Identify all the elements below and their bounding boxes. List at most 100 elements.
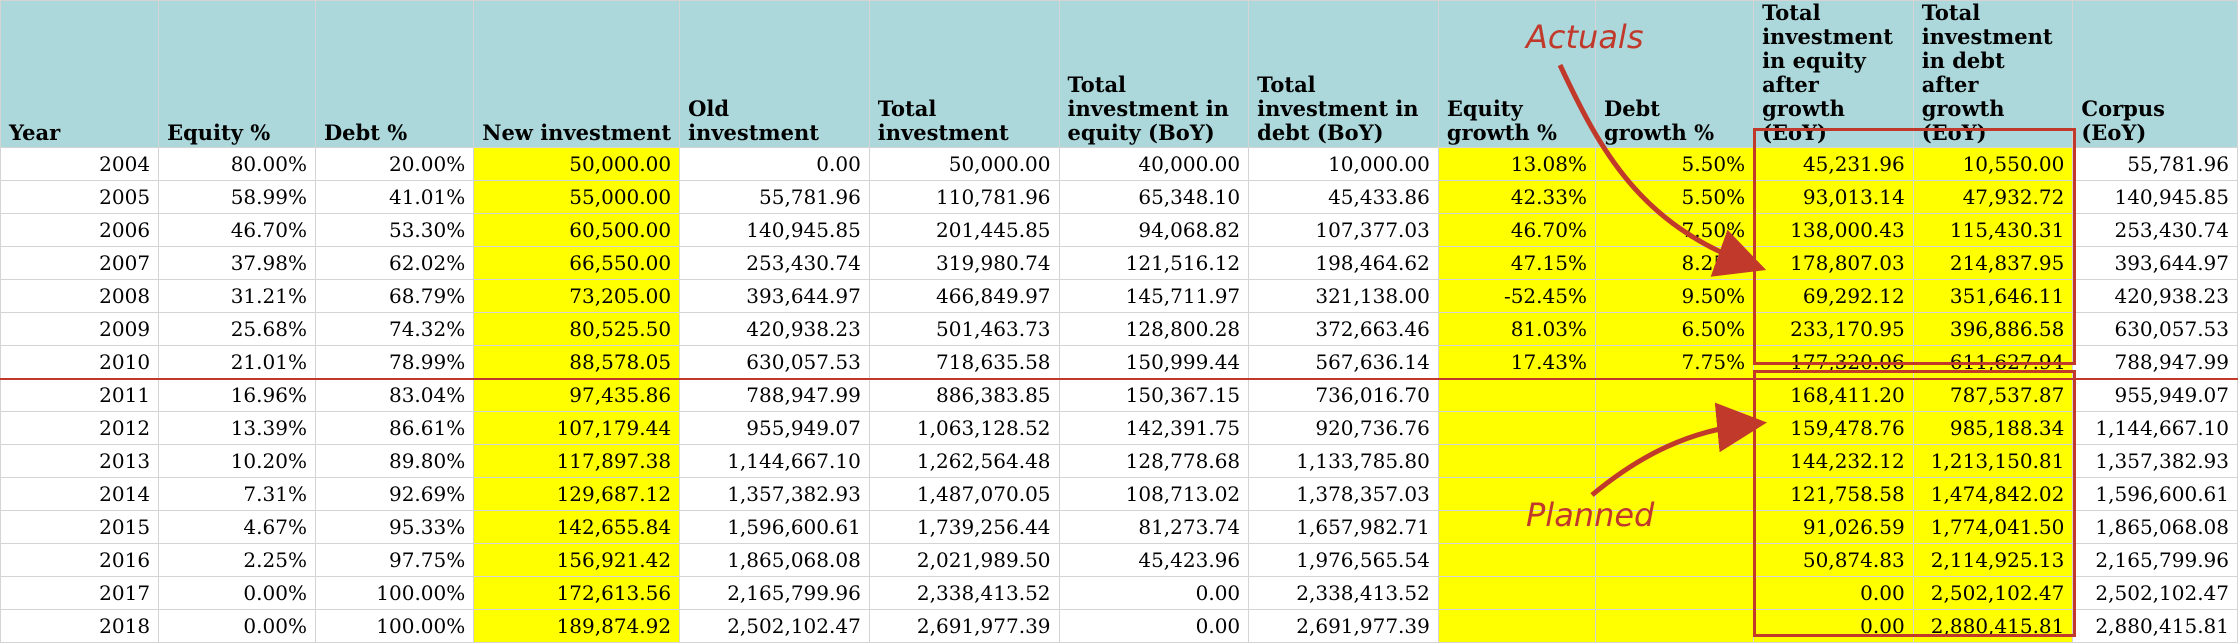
table-cell[interactable]: 68.79%	[314, 279, 475, 313]
table-cell[interactable]: 2011	[0, 378, 160, 412]
table-cell[interactable]: 2007	[0, 246, 160, 280]
table-cell[interactable]: 172,613.56	[473, 576, 681, 610]
table-cell[interactable]: 16.96%	[158, 378, 316, 412]
table-cell[interactable]: 100.00%	[314, 609, 475, 643]
table-cell[interactable]	[1437, 378, 1596, 412]
table-cell[interactable]: 1,357,382.93	[679, 477, 870, 511]
table-cell[interactable]: 1,976,565.54	[1248, 543, 1439, 577]
table-cell[interactable]: 985,188.34	[1912, 411, 2074, 445]
table-cell[interactable]: 1,596,600.61	[2072, 477, 2238, 511]
table-cell[interactable]	[1594, 510, 1755, 544]
table-cell[interactable]: 93,013.14	[1753, 180, 1914, 214]
table-cell[interactable]: -52.45%	[1437, 279, 1596, 313]
table-cell[interactable]: 886,383.85	[868, 378, 1060, 412]
column-header[interactable]: Total investment in debt (BoY)	[1248, 0, 1439, 148]
table-cell[interactable]: 142,391.75	[1058, 411, 1250, 445]
table-cell[interactable]: 46.70%	[1437, 213, 1596, 247]
table-cell[interactable]: 466,849.97	[868, 279, 1060, 313]
table-cell[interactable]: 2,691,977.39	[868, 609, 1060, 643]
table-cell[interactable]: 159,478.76	[1753, 411, 1914, 445]
table-cell[interactable]: 86.61%	[314, 411, 475, 445]
table-cell[interactable]: 65,348.10	[1058, 180, 1250, 214]
table-cell[interactable]: 108,713.02	[1058, 477, 1250, 511]
table-cell[interactable]: 396,886.58	[1912, 312, 2074, 346]
table-cell[interactable]: 1,657,982.71	[1248, 510, 1439, 544]
table-cell[interactable]: 107,377.03	[1248, 213, 1439, 247]
table-cell[interactable]: 2.25%	[158, 543, 316, 577]
table-cell[interactable]: 74.32%	[314, 312, 475, 346]
table-cell[interactable]: 20.00%	[314, 147, 475, 181]
table-cell[interactable]: 100.00%	[314, 576, 475, 610]
table-cell[interactable]: 6.50%	[1594, 312, 1755, 346]
table-cell[interactable]: 0.00	[679, 147, 870, 181]
table-cell[interactable]: 920,736.76	[1248, 411, 1439, 445]
table-cell[interactable]: 0.00	[1058, 576, 1250, 610]
table-cell[interactable]: 1,774,041.50	[1912, 510, 2074, 544]
table-cell[interactable]: 319,980.74	[868, 246, 1060, 280]
table-cell[interactable]: 2017	[0, 576, 160, 610]
column-header[interactable]: Total investment	[868, 0, 1060, 148]
column-header[interactable]: Corpus (EoY)	[2072, 0, 2238, 148]
table-cell[interactable]: 128,778.68	[1058, 444, 1250, 478]
table-cell[interactable]: 45,231.96	[1753, 147, 1914, 181]
table-cell[interactable]: 50,000.00	[473, 147, 681, 181]
table-cell[interactable]: 89.80%	[314, 444, 475, 478]
table-cell[interactable]: 1,474,842.02	[1912, 477, 2074, 511]
table-cell[interactable]: 7.75%	[1594, 345, 1755, 380]
table-cell[interactable]: 10.20%	[158, 444, 316, 478]
table-cell[interactable]: 60,500.00	[473, 213, 681, 247]
table-cell[interactable]: 2,021,989.50	[868, 543, 1060, 577]
table-cell[interactable]: 718,635.58	[868, 345, 1060, 380]
table-cell[interactable]: 253,430.74	[2072, 213, 2238, 247]
table-cell[interactable]: 7.50%	[1594, 213, 1755, 247]
table-cell[interactable]: 1,133,785.80	[1248, 444, 1439, 478]
table-cell[interactable]: 2008	[0, 279, 160, 313]
table-cell[interactable]: 25.68%	[158, 312, 316, 346]
table-cell[interactable]: 9.50%	[1594, 279, 1755, 313]
table-cell[interactable]: 140,945.85	[679, 213, 870, 247]
table-cell[interactable]: 253,430.74	[679, 246, 870, 280]
table-cell[interactable]: 107,179.44	[473, 411, 681, 445]
table-cell[interactable]: 214,837.95	[1912, 246, 2074, 280]
table-cell[interactable]: 233,170.95	[1753, 312, 1914, 346]
table-cell[interactable]: 611,627.94	[1912, 345, 2074, 380]
table-cell[interactable]: 2,338,413.52	[1248, 576, 1439, 610]
table-cell[interactable]	[1594, 609, 1755, 643]
table-cell[interactable]	[1437, 543, 1596, 577]
table-cell[interactable]: 81,273.74	[1058, 510, 1250, 544]
table-cell[interactable]: 41.01%	[314, 180, 475, 214]
table-cell[interactable]: 2,880,415.81	[2072, 609, 2238, 643]
table-cell[interactable]	[1437, 609, 1596, 643]
table-cell[interactable]: 1,144,667.10	[2072, 411, 2238, 445]
column-header[interactable]: New investment	[473, 0, 681, 148]
table-cell[interactable]	[1437, 576, 1596, 610]
table-cell[interactable]	[1594, 444, 1755, 478]
column-header[interactable]: Old investment	[679, 0, 870, 148]
table-cell[interactable]: 321,138.00	[1248, 279, 1439, 313]
table-cell[interactable]: 47,932.72	[1912, 180, 2074, 214]
table-cell[interactable]: 501,463.73	[868, 312, 1060, 346]
table-cell[interactable]: 2015	[0, 510, 160, 544]
table-cell[interactable]: 1,865,068.08	[679, 543, 870, 577]
table-cell[interactable]: 2,691,977.39	[1248, 609, 1439, 643]
table-cell[interactable]: 189,874.92	[473, 609, 681, 643]
table-cell[interactable]	[1594, 576, 1755, 610]
table-cell[interactable]: 420,938.23	[2072, 279, 2238, 313]
column-header[interactable]: Total investment in equity (BoY)	[1058, 0, 1250, 148]
table-cell[interactable]: 1,596,600.61	[679, 510, 870, 544]
table-cell[interactable]: 121,758.58	[1753, 477, 1914, 511]
table-cell[interactable]: 10,000.00	[1248, 147, 1439, 181]
table-cell[interactable]: 420,938.23	[679, 312, 870, 346]
table-cell[interactable]: 73,205.00	[473, 279, 681, 313]
table-cell[interactable]: 177,320.06	[1753, 345, 1914, 380]
table-cell[interactable]: 138,000.43	[1753, 213, 1914, 247]
table-cell[interactable]: 5.50%	[1594, 147, 1755, 181]
table-cell[interactable]: 201,445.85	[868, 213, 1060, 247]
table-cell[interactable]: 92.69%	[314, 477, 475, 511]
table-cell[interactable]: 0.00	[1753, 576, 1914, 610]
table-cell[interactable]: 0.00%	[158, 609, 316, 643]
table-cell[interactable]: 2014	[0, 477, 160, 511]
table-cell[interactable]: 37.98%	[158, 246, 316, 280]
table-cell[interactable]: 42.33%	[1437, 180, 1596, 214]
table-cell[interactable]: 2016	[0, 543, 160, 577]
